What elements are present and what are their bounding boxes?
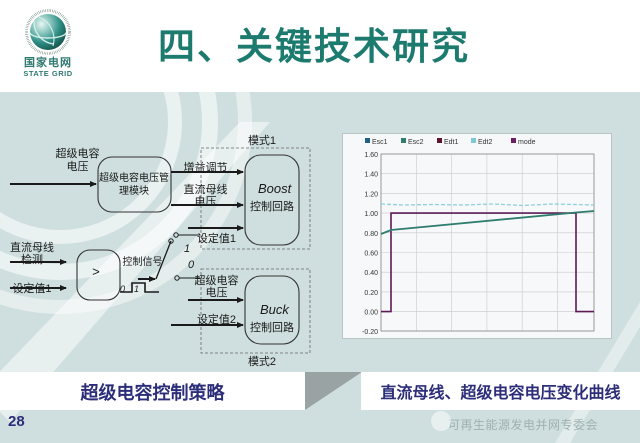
svg-text:Edt2: Edt2 (478, 139, 493, 146)
svg-text:Edt1: Edt1 (444, 139, 459, 146)
svg-text:1.20: 1.20 (364, 191, 378, 198)
svg-text:0.80: 0.80 (364, 231, 378, 238)
svg-text:0.60: 0.60 (364, 251, 378, 258)
svg-text:-0.20: -0.20 (362, 329, 378, 336)
svg-text:0.40: 0.40 (364, 270, 378, 277)
svg-text:1.00: 1.00 (364, 211, 378, 218)
svg-text:1.60: 1.60 (364, 152, 378, 159)
svg-text:Esc1: Esc1 (372, 139, 388, 146)
svg-text:Esc2: Esc2 (408, 139, 424, 146)
svg-text:1.40: 1.40 (364, 172, 378, 179)
svg-text:0.00: 0.00 (364, 310, 378, 317)
svg-text:mode: mode (518, 139, 536, 146)
svg-text:0.20: 0.20 (364, 290, 378, 297)
